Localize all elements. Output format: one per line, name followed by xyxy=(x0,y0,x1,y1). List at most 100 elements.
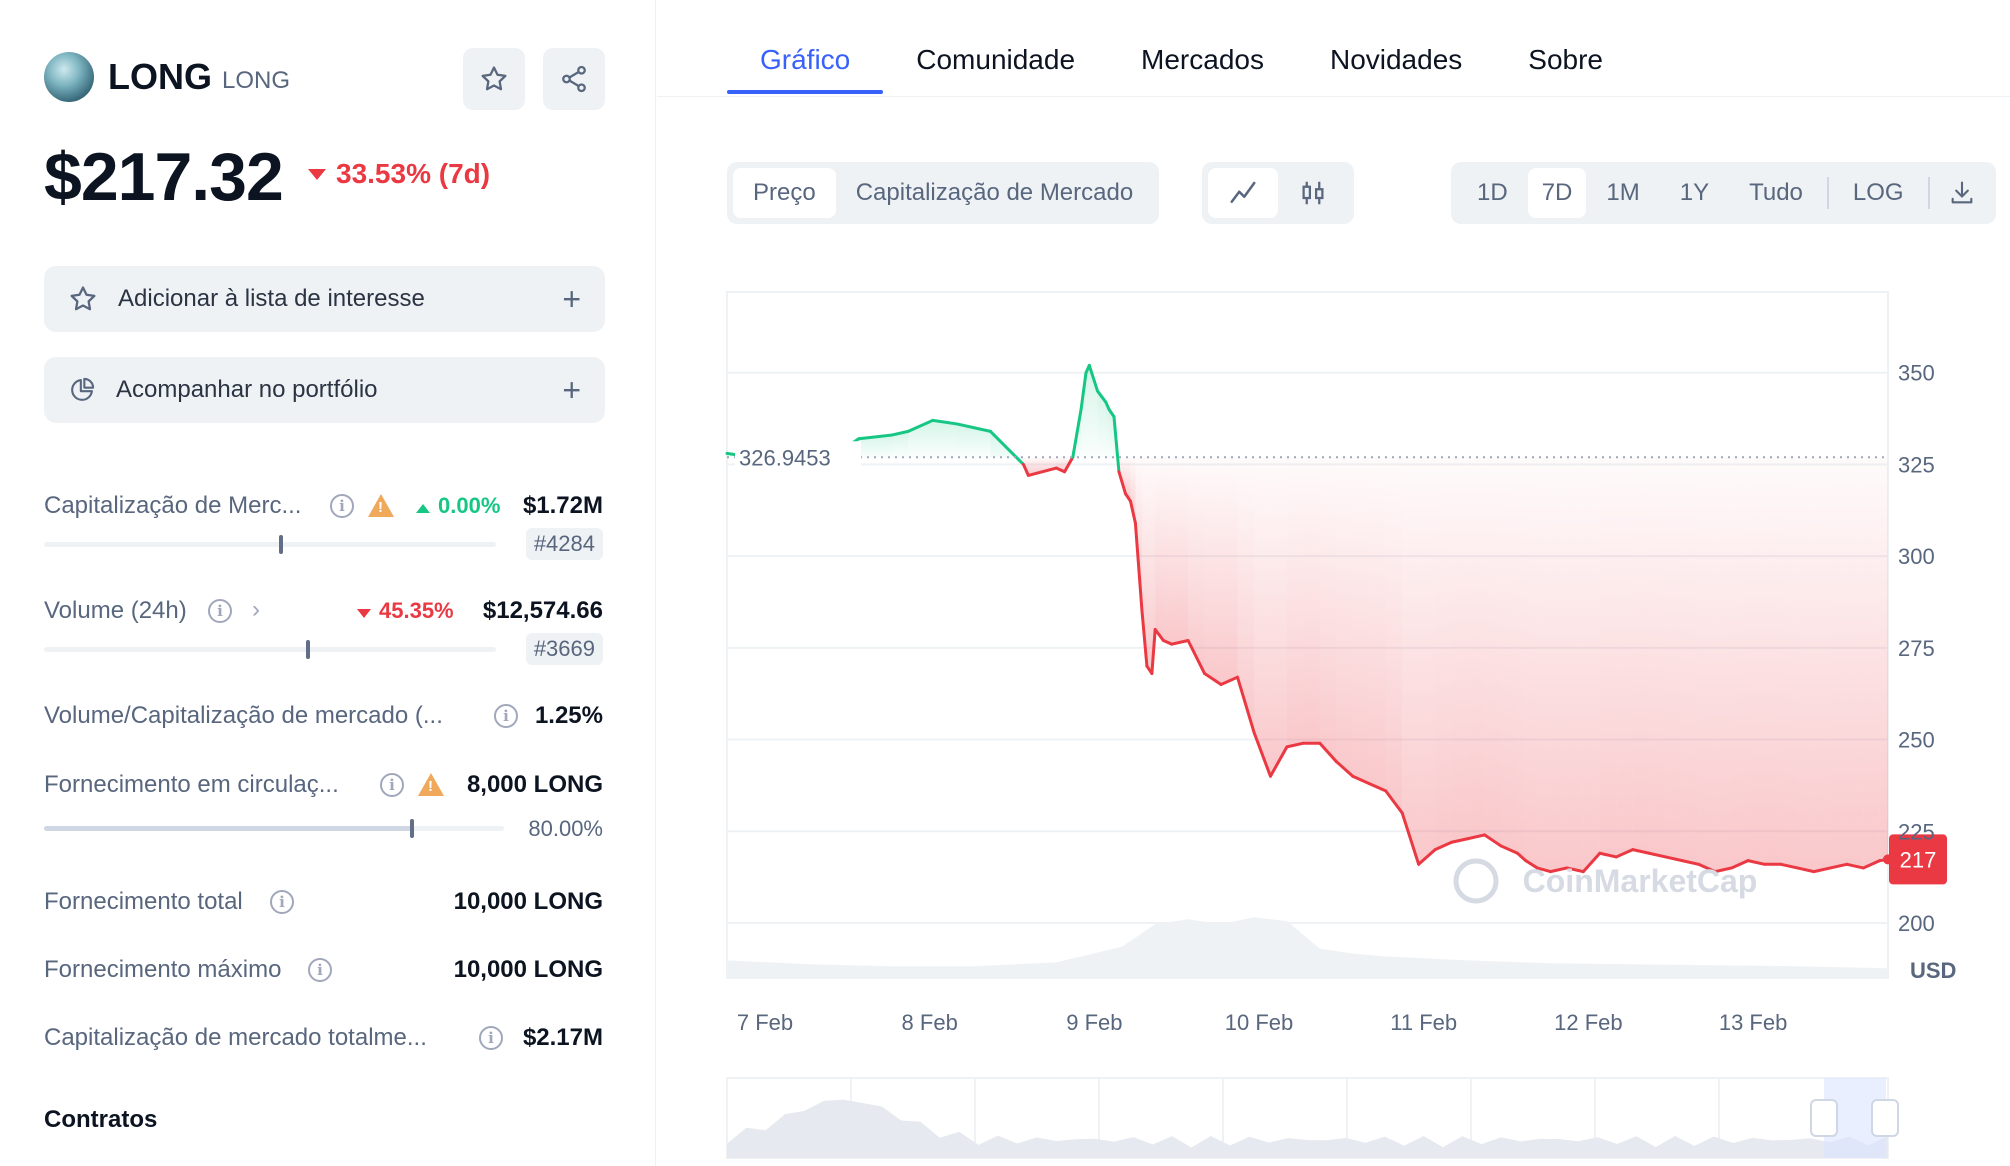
price-line-segment xyxy=(931,418,960,426)
price-line-segment xyxy=(1054,466,1067,474)
price-line-segment xyxy=(1117,470,1128,496)
price-area-segment xyxy=(1130,457,1136,524)
down-arrow-icon xyxy=(357,609,371,618)
price-line-segment xyxy=(1096,389,1108,404)
price-line-segment xyxy=(1112,415,1121,474)
price-line-segment xyxy=(890,429,910,437)
price-area-segment xyxy=(1105,402,1110,458)
range-7d[interactable]: 7D xyxy=(1527,168,1587,218)
circulating-supply-value: 8,000 LONG xyxy=(466,771,603,798)
volume-rank: #3669 xyxy=(525,633,603,665)
info-icon[interactable]: i xyxy=(270,890,294,914)
fdv-label: Capitalização de mercado totalme... xyxy=(44,1024,427,1051)
price-area-segment xyxy=(1632,457,1650,854)
price-line-segment xyxy=(1433,840,1454,852)
coin-logo xyxy=(44,52,94,102)
chart-metric-toggle: Preço Capitalização de Mercado xyxy=(727,162,1160,224)
range-all[interactable]: Tudo xyxy=(1749,179,1803,206)
price-area-segment xyxy=(1155,457,1164,641)
price-area-segment xyxy=(1550,457,1567,872)
tab-chart[interactable]: Gráfico xyxy=(727,0,884,96)
price-area-segment xyxy=(1286,457,1304,747)
info-icon[interactable]: i xyxy=(479,1026,503,1050)
volume-mcap-value: 1.25% xyxy=(534,702,603,729)
price-area-segment xyxy=(1171,457,1189,645)
price-area-segment xyxy=(1649,457,1666,857)
price-line-segment xyxy=(1161,639,1174,646)
portfolio-label: Acompanhar no portfólio xyxy=(116,376,378,403)
price-area-segment xyxy=(1830,457,1847,868)
watermark-logo xyxy=(1453,858,1499,904)
tab-community[interactable]: Comunidade xyxy=(916,44,1076,75)
price-line-segment xyxy=(1384,789,1404,815)
info-icon[interactable]: i xyxy=(330,494,354,518)
price-line-segment xyxy=(988,429,1025,466)
range-1y[interactable]: 1Y xyxy=(1679,179,1710,206)
price-area-segment xyxy=(1237,457,1254,733)
coin-price: $217.32 xyxy=(44,139,284,215)
add-to-watchlist-button[interactable]: Adicionar à lista de interesse + xyxy=(44,266,605,332)
pie-chart-icon xyxy=(71,377,95,401)
x-tick-label: 11 Feb xyxy=(1390,1010,1457,1035)
chevron-right-icon[interactable]: › xyxy=(252,596,260,623)
share-icon xyxy=(562,65,586,93)
share-button[interactable] xyxy=(543,48,605,110)
toggle-price[interactable]: Preço xyxy=(733,168,836,218)
info-icon[interactable]: i xyxy=(208,599,232,623)
price-area-segment xyxy=(1163,457,1172,645)
x-tick-label: 10 Feb xyxy=(1225,1010,1294,1035)
divider xyxy=(1927,177,1930,209)
log-scale-toggle[interactable]: LOG xyxy=(1852,179,1904,206)
toggle-market-cap[interactable]: Capitalização de Mercado xyxy=(855,179,1134,206)
coin-header: LONG LONG xyxy=(44,52,290,102)
price-area-segment xyxy=(1303,457,1320,744)
total-supply-label: Fornecimento total xyxy=(44,888,243,915)
price-line-segment xyxy=(1334,760,1355,778)
tab-news[interactable]: Novidades xyxy=(1329,44,1463,75)
warning-icon[interactable] xyxy=(418,773,444,796)
price-area-segment xyxy=(1270,457,1287,777)
warning-icon[interactable] xyxy=(368,494,394,517)
x-tick-label: 13 Feb xyxy=(1719,1010,1788,1035)
download-button[interactable] xyxy=(1934,168,1990,218)
max-supply-label: Fornecimento máximo xyxy=(44,956,282,983)
info-icon[interactable]: i xyxy=(380,773,404,797)
price-area-segment xyxy=(1109,409,1114,458)
range-1m[interactable]: 1M xyxy=(1606,179,1640,206)
max-supply-value: 10,000 LONG xyxy=(453,956,603,983)
circulating-supply-fill xyxy=(44,826,412,831)
price-line-segment xyxy=(1697,862,1717,874)
price-area-segment xyxy=(1879,457,1888,861)
tab-markets[interactable]: Mercados xyxy=(1141,44,1264,75)
price-line-segment xyxy=(1828,862,1849,870)
y-tick-label: 250 xyxy=(1898,728,1935,753)
price-line-segment xyxy=(1140,609,1149,668)
price-area-segment xyxy=(1451,457,1469,843)
price-line-segment xyxy=(1219,675,1240,687)
y-tick-label: 275 xyxy=(1898,636,1935,661)
time-range-selector: 1D 7D 1M 1Y Tudo LOG xyxy=(1451,162,1996,224)
info-icon[interactable]: i xyxy=(494,704,518,728)
price-line-segment xyxy=(1285,741,1305,749)
price-area-segment xyxy=(1616,457,1633,857)
price-area-segment xyxy=(1081,372,1087,458)
line-chart-button[interactable] xyxy=(1208,168,1278,218)
range-1d[interactable]: 1D xyxy=(1477,179,1508,206)
y-tick-label: 325 xyxy=(1898,452,1935,477)
price-area-segment xyxy=(1369,457,1386,791)
price-line-segment xyxy=(1186,639,1207,676)
price-area-segment xyxy=(1352,457,1370,784)
track-portfolio-button[interactable]: Acompanhar no portfólio + xyxy=(44,357,605,423)
volume-mcap-label: Volume/Capitalização de mercado (... xyxy=(44,702,443,729)
price-area-segment xyxy=(1221,457,1238,685)
coin-name: LONG xyxy=(108,56,212,97)
tab-about[interactable]: Sobre xyxy=(1528,44,1603,75)
price-area-segment xyxy=(1501,457,1518,854)
candlestick-chart-button[interactable] xyxy=(1278,168,1348,218)
info-icon[interactable]: i xyxy=(308,958,332,982)
favorite-button[interactable] xyxy=(463,48,525,110)
divider xyxy=(1826,177,1829,209)
down-arrow-icon xyxy=(308,168,326,180)
